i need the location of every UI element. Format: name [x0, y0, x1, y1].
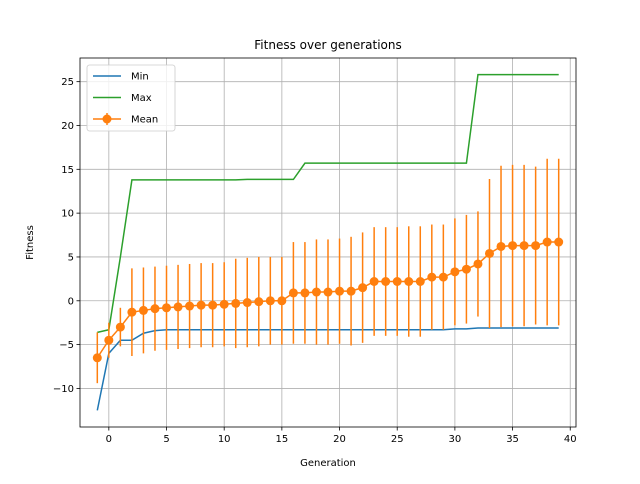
data-point: [92, 353, 102, 363]
legend-label: Min: [131, 72, 149, 83]
data-point: [358, 283, 368, 293]
series-max: [97, 73, 559, 334]
data-point: [484, 248, 494, 258]
y-tick-label: 5: [68, 252, 74, 263]
y-tick-label: −5: [59, 340, 74, 351]
data-point: [531, 241, 541, 251]
data-point: [311, 287, 321, 297]
data-point: [277, 296, 287, 306]
data-point: [427, 272, 437, 282]
x-tick-label: 35: [506, 434, 519, 445]
legend-label: Max: [131, 93, 152, 104]
data-point: [369, 277, 379, 287]
data-point: [115, 322, 125, 332]
data-point: [346, 286, 356, 296]
x-tick-label: 15: [275, 434, 288, 445]
x-tick-label: 5: [163, 434, 169, 445]
y-tick-label: 20: [61, 121, 74, 132]
series-line-max: [97, 73, 559, 334]
data-point: [254, 297, 264, 307]
y-tick-label: 10: [61, 209, 74, 220]
y-tick-label: 0: [68, 296, 74, 307]
series-layer: [92, 73, 564, 411]
data-point: [415, 277, 425, 287]
data-point: [208, 300, 218, 310]
legend-marker: [102, 114, 112, 124]
x-tick-label: 25: [391, 434, 404, 445]
data-point: [438, 272, 448, 282]
x-tick-label: 0: [106, 434, 112, 445]
data-point: [242, 298, 252, 308]
legend-box: [86, 64, 176, 132]
data-point: [162, 303, 172, 313]
y-tick-label: 25: [61, 77, 74, 88]
x-tick-label: 30: [449, 434, 462, 445]
data-point: [392, 277, 402, 287]
data-point: [473, 259, 483, 269]
legend: Min Max Mean: [86, 64, 176, 132]
data-point: [323, 287, 333, 297]
data-point: [554, 237, 564, 247]
data-point: [496, 241, 506, 251]
data-point: [265, 296, 275, 306]
data-point: [185, 301, 195, 311]
data-point: [173, 302, 183, 312]
data-point: [300, 288, 310, 298]
data-point: [381, 277, 391, 287]
data-point: [461, 264, 471, 274]
x-tick-label: 20: [333, 434, 346, 445]
data-point: [508, 241, 518, 251]
data-point: [519, 241, 529, 251]
legend-item-max: Max: [93, 93, 152, 104]
series-mean: [92, 158, 564, 384]
data-point: [231, 298, 241, 308]
data-point: [335, 286, 345, 296]
data-point: [196, 300, 206, 310]
data-point: [127, 307, 137, 317]
y-tick-label: 15: [61, 165, 74, 176]
axes-frame: [79, 57, 577, 428]
y-axis-label: Fitness: [25, 225, 36, 260]
data-point: [150, 304, 160, 314]
legend-item-mean: Mean: [93, 113, 158, 126]
data-point: [219, 299, 229, 309]
axis-ticks: 0 5 10 15 20 25 30 35 40 −10 −5 0 5 10 15 20 25: [53, 77, 577, 445]
x-axis-label: Generation: [300, 458, 356, 469]
data-point: [138, 305, 148, 315]
legend-item-min: Min: [93, 72, 149, 83]
y-tick-label: −10: [53, 384, 74, 395]
x-tick-label: 10: [218, 434, 231, 445]
data-point: [288, 288, 298, 298]
data-point: [450, 267, 460, 277]
data-point: [542, 237, 552, 247]
data-point: [404, 277, 414, 287]
x-tick-label: 40: [564, 434, 577, 445]
data-point: [104, 335, 114, 345]
chart-title: Fitness over generations: [254, 38, 401, 52]
legend-label: Mean: [131, 115, 158, 126]
